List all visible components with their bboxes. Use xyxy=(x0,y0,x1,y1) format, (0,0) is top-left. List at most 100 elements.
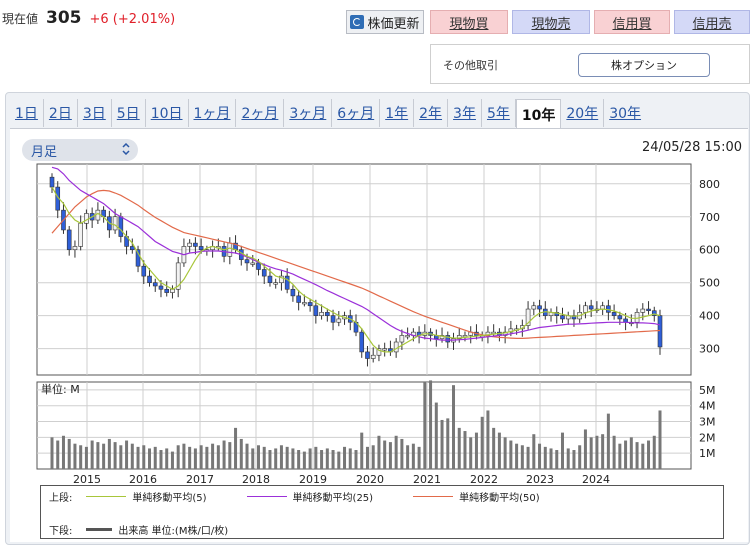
candle-body xyxy=(244,259,250,264)
volume-bar xyxy=(67,438,71,469)
volume-bar xyxy=(325,448,329,469)
volume-bar xyxy=(279,445,283,469)
price-tick-500: 500 xyxy=(699,277,720,290)
ma5-line xyxy=(51,186,661,353)
candle-body xyxy=(485,331,491,336)
volume-bar xyxy=(469,437,473,469)
candle-body xyxy=(49,176,55,188)
volume-bar xyxy=(256,445,260,469)
tab-2日[interactable]: 2日 xyxy=(44,99,78,127)
volume-bar xyxy=(612,435,616,469)
tab-20年[interactable]: 20年 xyxy=(561,99,605,127)
x-tick-2022: 2022 xyxy=(470,473,498,485)
volume-bar xyxy=(348,448,352,469)
candle-body xyxy=(520,325,525,330)
volume-bar xyxy=(652,435,656,469)
tab-5年[interactable]: 5年 xyxy=(482,99,516,127)
volume-bar xyxy=(583,429,587,469)
legend-lower-label: 下段: xyxy=(49,526,73,537)
period-select-value: 月足 xyxy=(31,144,58,160)
stock-option-button[interactable]: 株オプション xyxy=(578,53,710,77)
other-transactions-box: その他取引 株オプション xyxy=(430,44,750,84)
candle-body xyxy=(439,335,445,340)
volume-bar xyxy=(589,437,593,469)
volume-bar xyxy=(234,427,238,469)
volume-tick-4M: 4M xyxy=(699,400,716,413)
tab-3年[interactable]: 3年 xyxy=(448,99,482,127)
candle-body xyxy=(193,242,198,247)
buy-margin-button[interactable]: 信用買 xyxy=(594,10,670,34)
candle-body xyxy=(611,312,617,316)
tab-10日[interactable]: 10日 xyxy=(146,99,189,127)
legend-ma50-line xyxy=(413,496,454,497)
candle-body xyxy=(84,213,89,224)
volume-bar xyxy=(84,446,88,469)
refresh-price-button[interactable]: 株価更新 xyxy=(346,10,424,34)
volume-bar xyxy=(148,448,152,469)
tab-2ヶ月[interactable]: 2ヶ月 xyxy=(236,99,285,127)
sell-margin-button[interactable]: 信用売 xyxy=(674,10,750,34)
volume-tick-1M: 1M xyxy=(699,447,716,460)
tab-6ヶ月[interactable]: 6ヶ月 xyxy=(332,99,381,127)
volume-bar xyxy=(417,446,421,469)
candle-body xyxy=(365,351,370,359)
price-summary: 現在値 305 +6 (+2.01%) xyxy=(0,8,175,34)
price-tick-400: 400 xyxy=(699,310,720,323)
volume-bar xyxy=(308,448,312,469)
x-tick-2016: 2016 xyxy=(129,473,157,485)
tab-3日[interactable]: 3日 xyxy=(78,99,112,127)
candle-body xyxy=(78,223,83,247)
candle-body xyxy=(617,315,623,320)
volume-bar xyxy=(647,440,651,469)
volume-tick-5M: 5M xyxy=(699,384,716,397)
tab-5日[interactable]: 5日 xyxy=(112,99,146,127)
candle-body xyxy=(399,335,405,343)
volume-bar xyxy=(354,450,358,469)
tab-3ヶ月[interactable]: 3ヶ月 xyxy=(284,99,333,127)
current-price-value: 305 xyxy=(46,8,82,28)
tab-1年[interactable]: 1年 xyxy=(380,99,415,127)
volume-bar xyxy=(211,443,215,469)
tab-1日[interactable]: 1日 xyxy=(6,99,44,127)
tab-2年[interactable]: 2年 xyxy=(414,99,449,127)
price-tick-600: 600 xyxy=(699,244,720,257)
volume-bar xyxy=(170,451,174,469)
candle-body xyxy=(405,335,410,338)
volume-bar xyxy=(337,451,341,469)
candle-body xyxy=(651,310,657,316)
legend-ma50-label: 単純移動平均(50) xyxy=(459,493,540,504)
candle-body xyxy=(198,246,204,251)
legend-volume-label: 出来高 単位:(M株/口/枚) xyxy=(118,526,229,537)
candle-body xyxy=(330,315,336,323)
volume-bar xyxy=(452,385,456,469)
tab-1ヶ月[interactable]: 1ヶ月 xyxy=(189,99,237,127)
candle-body xyxy=(502,331,508,336)
volume-bar xyxy=(606,413,610,469)
chart-legend: 上段: 単純移動平均(5) 単純移動平均(25) 単純移動平均(50) xyxy=(40,485,724,539)
volume-bar xyxy=(182,443,186,469)
volume-bar xyxy=(400,438,404,469)
period-select[interactable]: 月足 xyxy=(22,139,138,161)
price-tick-700: 700 xyxy=(699,211,720,224)
sell-spot-button[interactable]: 現物売 xyxy=(512,10,590,34)
volume-bar xyxy=(480,416,484,469)
volume-tick-2M: 2M xyxy=(699,431,716,444)
current-price-label: 現在値 xyxy=(2,12,39,26)
volume-bar xyxy=(492,427,496,469)
volume-bar xyxy=(113,442,117,469)
candle-body xyxy=(152,282,158,287)
volume-bar xyxy=(440,419,444,469)
volume-bar xyxy=(497,432,501,469)
volume-bar xyxy=(61,435,65,469)
tab-10年[interactable]: 10年 xyxy=(515,99,562,130)
candle-body xyxy=(640,308,646,313)
other-transactions-label: その他取引 xyxy=(443,59,498,72)
tab-30年[interactable]: 30年 xyxy=(609,106,642,122)
price-volume-chart[interactable]: 2015 2016 2017 2018 2019 2020 2021 2022 2023 2024… xyxy=(10,129,748,485)
buy-spot-button[interactable]: 現物買 xyxy=(430,10,508,34)
candle-body xyxy=(158,285,164,290)
candle-body xyxy=(250,262,256,265)
candle-body xyxy=(319,312,324,316)
candle-body xyxy=(256,262,261,270)
chart-datetime: 24/05/28 15:00 xyxy=(642,140,742,155)
